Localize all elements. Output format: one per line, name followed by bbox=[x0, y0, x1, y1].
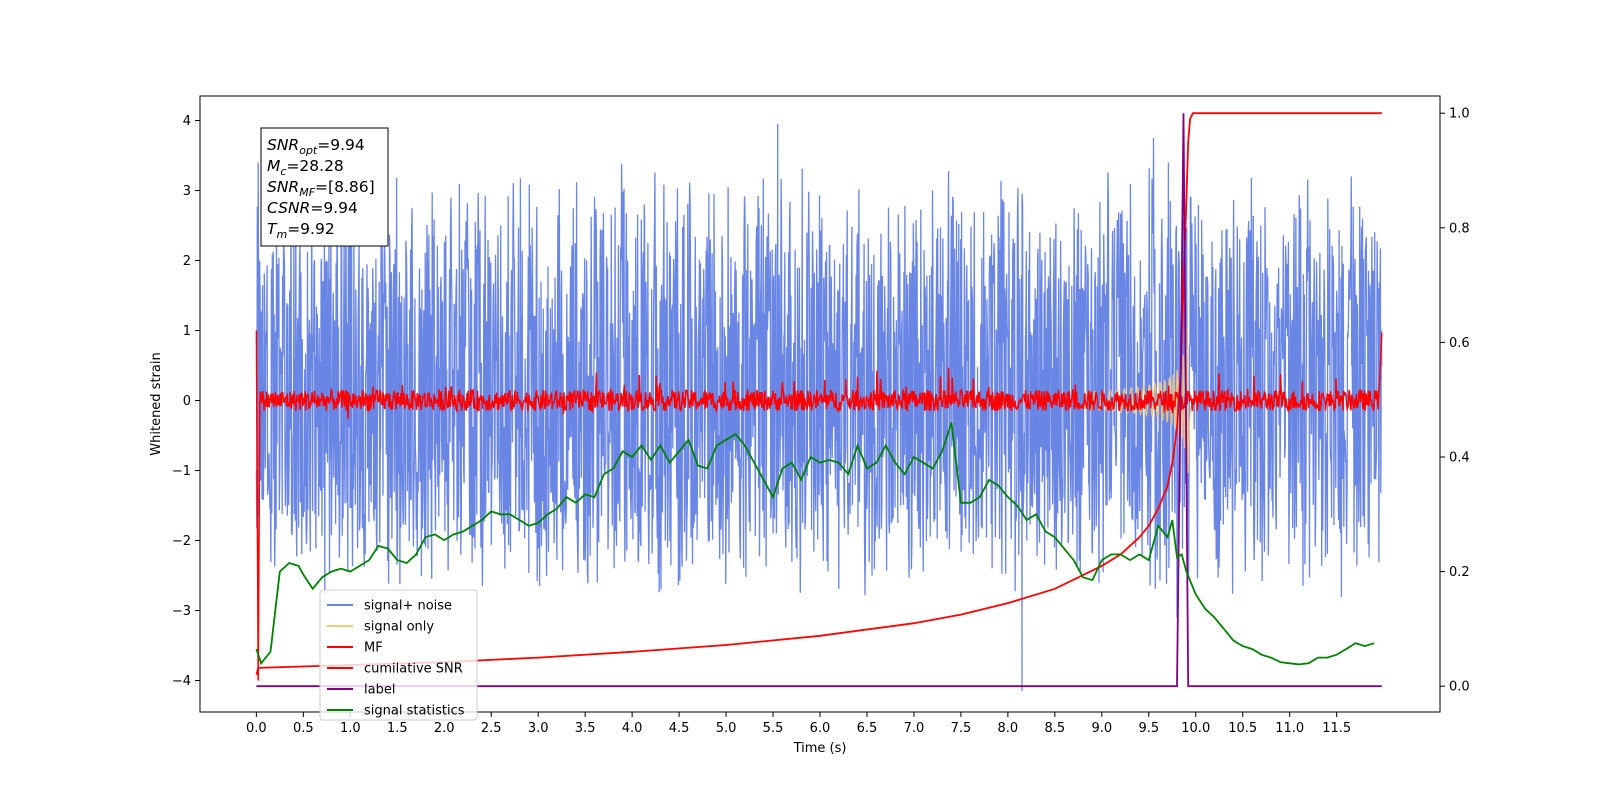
x-tick-label: 0.5 bbox=[293, 721, 314, 736]
y-tick-label: 4 bbox=[183, 114, 191, 129]
y2-tick-label: 0.4 bbox=[1449, 451, 1470, 466]
series-cumilative-snr bbox=[255, 112, 1382, 676]
series-label bbox=[256, 113, 1382, 688]
legend-frame bbox=[319, 589, 478, 721]
x-tick-label: 10.5 bbox=[1228, 721, 1257, 736]
plot-layer bbox=[255, 112, 1383, 692]
y-axis-label: Whitened strain bbox=[149, 352, 164, 455]
x-tick-label: 6.5 bbox=[857, 721, 878, 736]
x-tick-label: 1.0 bbox=[340, 721, 361, 736]
legend-label-mf: MF bbox=[364, 641, 383, 656]
y2-tick-label: 0.0 bbox=[1449, 680, 1470, 695]
legend-label-label: label bbox=[364, 683, 395, 698]
x-tick-label: 10.0 bbox=[1181, 721, 1210, 736]
info-line-csnr: CSNR=9.94 bbox=[267, 199, 358, 217]
y2-tick-label: 1.0 bbox=[1449, 107, 1470, 122]
x-tick-label: 6.0 bbox=[810, 721, 831, 736]
x-tick-label: 3.5 bbox=[575, 721, 596, 736]
series-signal-statistics bbox=[255, 422, 1375, 666]
y2-tick-label: 0.2 bbox=[1449, 565, 1470, 580]
x-tick-label: 7.0 bbox=[904, 721, 925, 736]
y2-tick-label: 0.6 bbox=[1449, 336, 1470, 351]
x-axis: 0.0 0.5 1.0 1.5 2.0 2.5 3.0 3.5 4.0 4.5 5.0 5.5 6.0 6… bbox=[246, 712, 1351, 736]
x-axis-label: Time (s) bbox=[793, 741, 847, 756]
y-tick-label: −1 bbox=[172, 464, 191, 479]
info-line-snrmf: SNRMF=[8.86] bbox=[267, 178, 375, 199]
legend-label-cumilative-snr: cumilative SNR bbox=[364, 662, 463, 677]
legend: signal+ noise signal only MF cumilative SNR… bbox=[319, 589, 478, 721]
legend-label-signal-statistics: signal statistics bbox=[364, 704, 465, 719]
y-tick-label: 2 bbox=[183, 254, 191, 269]
y-axis-right: 0.0 0.2 0.4 0.6 0.8 1.0 bbox=[1440, 107, 1470, 695]
x-tick-label: 3.0 bbox=[528, 721, 549, 736]
x-tick-label: 4.0 bbox=[622, 721, 643, 736]
x-tick-label: 11.5 bbox=[1322, 721, 1351, 736]
legend-label-signal-only: signal only bbox=[364, 620, 434, 635]
info-line-mc: Mc=28.28 bbox=[267, 157, 344, 178]
x-tick-label: 2.5 bbox=[481, 721, 502, 736]
y-tick-label: 0 bbox=[183, 394, 191, 409]
y-tick-label: 3 bbox=[183, 184, 191, 199]
x-tick-label: 9.5 bbox=[1138, 721, 1159, 736]
x-tick-label: 7.5 bbox=[951, 721, 972, 736]
y-tick-label: −3 bbox=[172, 604, 191, 619]
y-axis-left: −4 −3 −2 −1 0 1 2 3 4 bbox=[172, 114, 200, 689]
series-signal-noise bbox=[255, 123, 1383, 692]
x-tick-label: 1.5 bbox=[387, 721, 408, 736]
x-tick-label: 0.0 bbox=[246, 721, 267, 736]
info-line-tm: Tm=9.92 bbox=[267, 220, 335, 241]
info-lines: SNRopt=9.94Mc=28.28SNRMF=[8.86]CSNR=9.94… bbox=[267, 136, 375, 241]
x-tick-label: 9.0 bbox=[1091, 721, 1112, 736]
info-box: SNRopt=9.94Mc=28.28SNRMF=[8.86]CSNR=9.94… bbox=[260, 127, 389, 247]
x-tick-label: 8.5 bbox=[1045, 721, 1066, 736]
y-tick-label: −4 bbox=[172, 674, 191, 689]
legend-items: signal+ noise signal only MF cumilative SNR… bbox=[327, 599, 465, 719]
y-tick-label: 1 bbox=[183, 324, 191, 339]
info-box-frame bbox=[260, 127, 389, 247]
x-tick-label: 11.0 bbox=[1275, 721, 1304, 736]
x-tick-label: 5.5 bbox=[763, 721, 784, 736]
x-tick-label: 8.0 bbox=[998, 721, 1019, 736]
x-tick-label: 2.0 bbox=[434, 721, 455, 736]
info-line-snropt: SNRopt=9.94 bbox=[267, 136, 365, 157]
legend-label-signal-noise: signal+ noise bbox=[364, 599, 452, 614]
x-tick-label: 4.5 bbox=[669, 721, 690, 736]
y2-tick-label: 0.8 bbox=[1449, 221, 1470, 236]
y-tick-label: −2 bbox=[172, 534, 191, 549]
series-mf bbox=[255, 330, 1383, 681]
x-tick-label: 5.0 bbox=[716, 721, 737, 736]
